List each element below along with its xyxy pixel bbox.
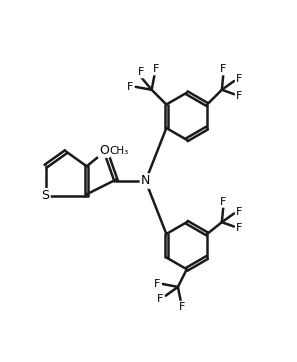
Text: F: F	[153, 64, 159, 74]
Text: F: F	[127, 82, 133, 92]
Text: F: F	[236, 207, 242, 217]
Text: F: F	[236, 90, 242, 101]
Text: F: F	[179, 302, 186, 312]
Text: O: O	[99, 144, 109, 157]
Text: F: F	[236, 75, 242, 84]
Text: F: F	[154, 279, 160, 289]
Text: F: F	[220, 64, 227, 74]
Text: F: F	[138, 67, 145, 77]
Text: CH₃: CH₃	[109, 146, 129, 156]
Text: F: F	[220, 197, 227, 207]
Text: F: F	[236, 223, 242, 233]
Text: S: S	[42, 189, 50, 202]
Text: F: F	[157, 294, 163, 304]
Text: N: N	[141, 174, 150, 188]
